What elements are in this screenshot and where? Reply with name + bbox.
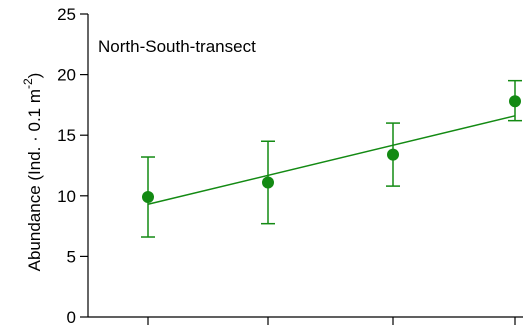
y-tick-label: 25 [57, 5, 76, 24]
data-point [142, 191, 154, 204]
y-tick-label: 0 [67, 308, 76, 327]
y-axis-label-superscript: -2 [21, 78, 35, 89]
y-tick-label: 20 [57, 66, 76, 85]
y-axis-label-main: Abundance (Ind. · 0.1 m [25, 89, 44, 271]
y-tick-label: 15 [57, 126, 76, 145]
data-point [387, 148, 399, 161]
trendline-group [147, 115, 516, 206]
y-axis-label: Abundance (Ind. · 0.1 m-2) [21, 73, 44, 272]
y-tick-label: 5 [67, 247, 76, 266]
trendline [147, 115, 516, 206]
data-points [142, 95, 521, 204]
y-axis-label-close: ) [25, 73, 44, 79]
data-point [262, 176, 274, 189]
data-point [509, 95, 521, 108]
y-tick-label: 10 [57, 187, 76, 206]
axes [87, 14, 523, 318]
chart-annotation: North-South-transect [98, 37, 256, 56]
error-bars [141, 79, 522, 238]
y-ticks: 0 5 10 15 20 25 [57, 5, 516, 327]
